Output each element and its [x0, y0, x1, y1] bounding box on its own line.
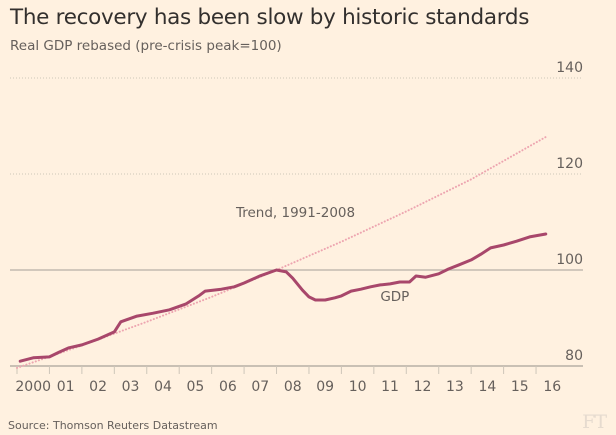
chart-plot: 2000 01 02 03 04 05 06 07 08 09 10 11 12 13 14 15 16 80 1… [10, 60, 583, 395]
gdp-label: GDP [380, 289, 409, 305]
y-tick-label-80: 80 [565, 348, 583, 364]
x-tick-label-2006: 06 [219, 379, 237, 395]
series-line-gdp [18, 232, 548, 363]
source-note: Source: Thomson Reuters Datastream [8, 419, 218, 432]
series-line-trend-1991-2008 [16, 136, 547, 369]
x-tick-label-2010: 10 [349, 379, 367, 395]
series [16, 136, 548, 369]
x-axis: 2000 01 02 03 04 05 06 07 08 09 10 11 12 13 14 15 16 [15, 366, 561, 395]
x-tick-label-2009: 09 [316, 379, 334, 395]
x-tick-label-2001: 01 [57, 379, 75, 395]
x-tick-label-2014: 14 [478, 379, 496, 395]
y-tick-label-120: 120 [556, 156, 583, 172]
chart-title: The recovery has been slow by historic s… [10, 5, 530, 30]
x-tick-label-2002: 02 [89, 379, 107, 395]
x-tick-label-2011: 11 [381, 379, 399, 395]
annotations: Trend, 1991-2008 GDP [235, 205, 409, 305]
x-tick-label-2015: 15 [511, 379, 529, 395]
x-tick-label-2008: 08 [284, 379, 302, 395]
trend-label: Trend, 1991-2008 [235, 205, 355, 221]
y-axis-labels: 80 100 120 140 [556, 60, 583, 364]
y-tick-label-100: 100 [556, 252, 583, 268]
x-tick-label-2003: 03 [122, 379, 140, 395]
x-tick-label-2007: 07 [251, 379, 269, 395]
x-tick-label-2016: 16 [543, 379, 561, 395]
chart-subtitle: Real GDP rebased (pre-crisis peak=100) [10, 38, 282, 54]
x-tick-label-2012: 12 [414, 379, 432, 395]
x-tick-label-2005: 05 [187, 379, 205, 395]
ft-logo: FT [582, 411, 607, 433]
x-tick-label-2004: 04 [154, 379, 172, 395]
y-tick-label-140: 140 [556, 60, 583, 76]
x-tick-label-2013: 13 [446, 379, 464, 395]
gridlines [10, 77, 583, 367]
x-tick-label-2000: 2000 [15, 379, 51, 395]
